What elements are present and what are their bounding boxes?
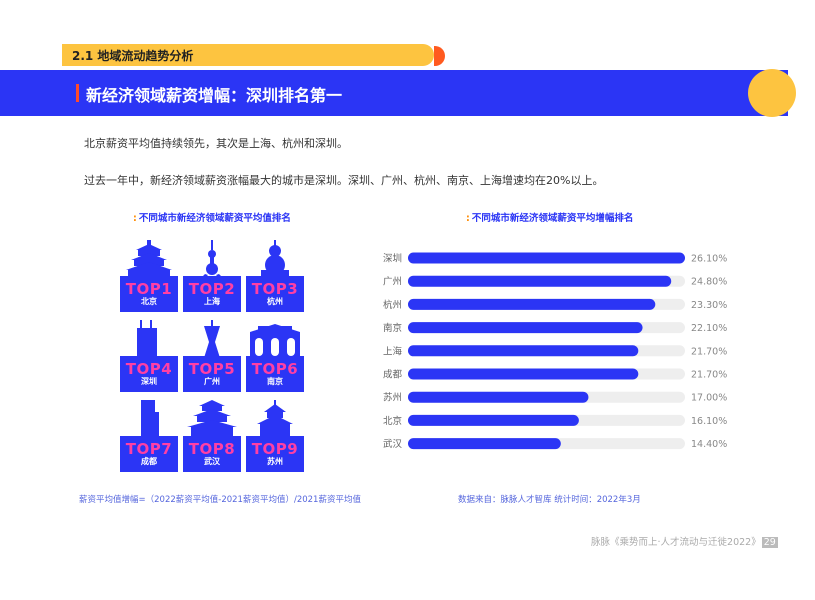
rank-label: TOP8 [188, 440, 236, 458]
city-label: 成都 [141, 457, 157, 466]
paragraph-1: 北京薪资平均值持续领先，其次是上海、杭州和深圳。 [84, 137, 348, 150]
bar [408, 322, 643, 334]
rank-label: TOP3 [251, 280, 299, 298]
value-label: 21.70% [691, 346, 727, 357]
tower-building-icon [120, 400, 178, 472]
category-label: 杭州 [383, 299, 402, 311]
city-card-top3: TOP3 杭州 [246, 240, 304, 312]
bar [408, 252, 685, 264]
category-label: 广州 [383, 276, 402, 288]
city-card-top7: TOP7 成都 [120, 400, 178, 472]
value-label: 23.30% [691, 300, 727, 311]
rank-label: TOP9 [251, 440, 299, 458]
section-tab: 2.1 地域流动趋势分析 [62, 44, 434, 66]
city-label: 南京 [267, 377, 283, 386]
bullet-icon: : [466, 213, 470, 224]
bar [408, 298, 656, 310]
page-number: 29 [761, 537, 778, 548]
city-gate-icon [246, 324, 304, 392]
rank-label: TOP7 [125, 440, 173, 458]
city-card-top1: TOP1 北京 [120, 240, 178, 312]
page-footer: 脉脉《乘势而上·人才流动与迁徙2022》 29 [591, 534, 778, 548]
category-label: 上海 [383, 345, 403, 357]
category-label: 北京 [383, 415, 402, 427]
rank-label: TOP2 [188, 280, 236, 298]
bullet-icon: : [133, 213, 137, 224]
city-label: 杭州 [267, 297, 283, 306]
value-label: 14.40% [691, 439, 727, 450]
city-label: 苏州 [267, 457, 283, 466]
value-label: 22.10% [691, 323, 727, 334]
category-label: 成都 [383, 369, 403, 381]
city-label: 上海 [204, 297, 220, 306]
temple-of-heaven-icon [120, 240, 178, 312]
title-banner: 新经济领域薪资增幅：深圳排名第一 [0, 70, 788, 116]
value-label: 17.00% [691, 393, 727, 404]
city-label: 深圳 [141, 377, 157, 386]
oriental-pearl-tower-icon [183, 240, 241, 312]
city-card-top5: TOP5 广州 [183, 320, 241, 392]
category-label: 深圳 [383, 254, 402, 265]
canton-tower-icon [183, 320, 241, 392]
city-card-top8: TOP8 武汉 [183, 400, 241, 472]
rank-label: TOP1 [125, 280, 173, 298]
bar [408, 275, 672, 287]
value-label: 21.70% [691, 370, 727, 381]
bar [408, 414, 579, 426]
category-label: 南京 [383, 322, 402, 334]
city-label: 广州 [204, 377, 220, 386]
formula-note: 薪资平均值增幅=（2022薪资平均值-2021薪资平均值）/2021薪资平均值 [79, 495, 361, 505]
yellow-crane-tower-icon [183, 400, 241, 472]
city-label: 北京 [141, 297, 157, 306]
value-label: 26.10% [691, 254, 727, 265]
section-tab-accent [434, 46, 445, 66]
rank-label: TOP6 [251, 360, 299, 378]
category-label: 苏州 [383, 392, 402, 404]
city-card-top6: TOP6 南京 [246, 320, 304, 392]
city-label: 武汉 [204, 457, 220, 466]
salary-growth-bar-chart: 深圳 26.10% 广州 24.80% 杭州 23.30% 南京 22.10% 上海 21.70%… [383, 252, 727, 450]
title-accent-bar [76, 84, 79, 102]
rank-label: TOP5 [188, 360, 236, 378]
page-title: 新经济领域薪资增幅：深圳排名第一 [86, 86, 343, 105]
bar [408, 345, 639, 357]
city-card-top4: TOP4 深圳 [120, 320, 178, 392]
value-label: 24.80% [691, 277, 727, 288]
paragraph-2: 过去一年中，新经济领域薪资涨幅最大的城市是深圳。深圳、广州、杭州、南京、上海增速… [84, 174, 604, 187]
footer-text: 脉脉《乘势而上·人才流动与迁徙2022》 [591, 537, 761, 548]
left-panel-title: : 不同城市新经济领域薪资平均值排名 [133, 213, 291, 224]
source-note: 数据来自：脉脉人才智库 统计时间：2022年3月 [458, 495, 641, 505]
skyscraper-icon [120, 320, 178, 392]
city-card-top2: TOP2 上海 [183, 240, 241, 312]
pagoda-icon [246, 400, 304, 472]
rank-label: TOP4 [125, 360, 173, 378]
bar-chart-title: : 不同城市新经济领域薪资平均增幅排名 [466, 213, 634, 224]
value-label: 16.10% [691, 416, 727, 427]
city-card-top9: TOP9 苏州 [246, 400, 304, 472]
bar [408, 391, 589, 403]
bar [408, 368, 639, 380]
section-label: 2.1 地域流动趋势分析 [72, 49, 194, 63]
decorative-circle [748, 69, 796, 117]
category-label: 武汉 [383, 438, 403, 450]
leifeng-pagoda-icon [246, 240, 304, 312]
bar [408, 438, 561, 450]
